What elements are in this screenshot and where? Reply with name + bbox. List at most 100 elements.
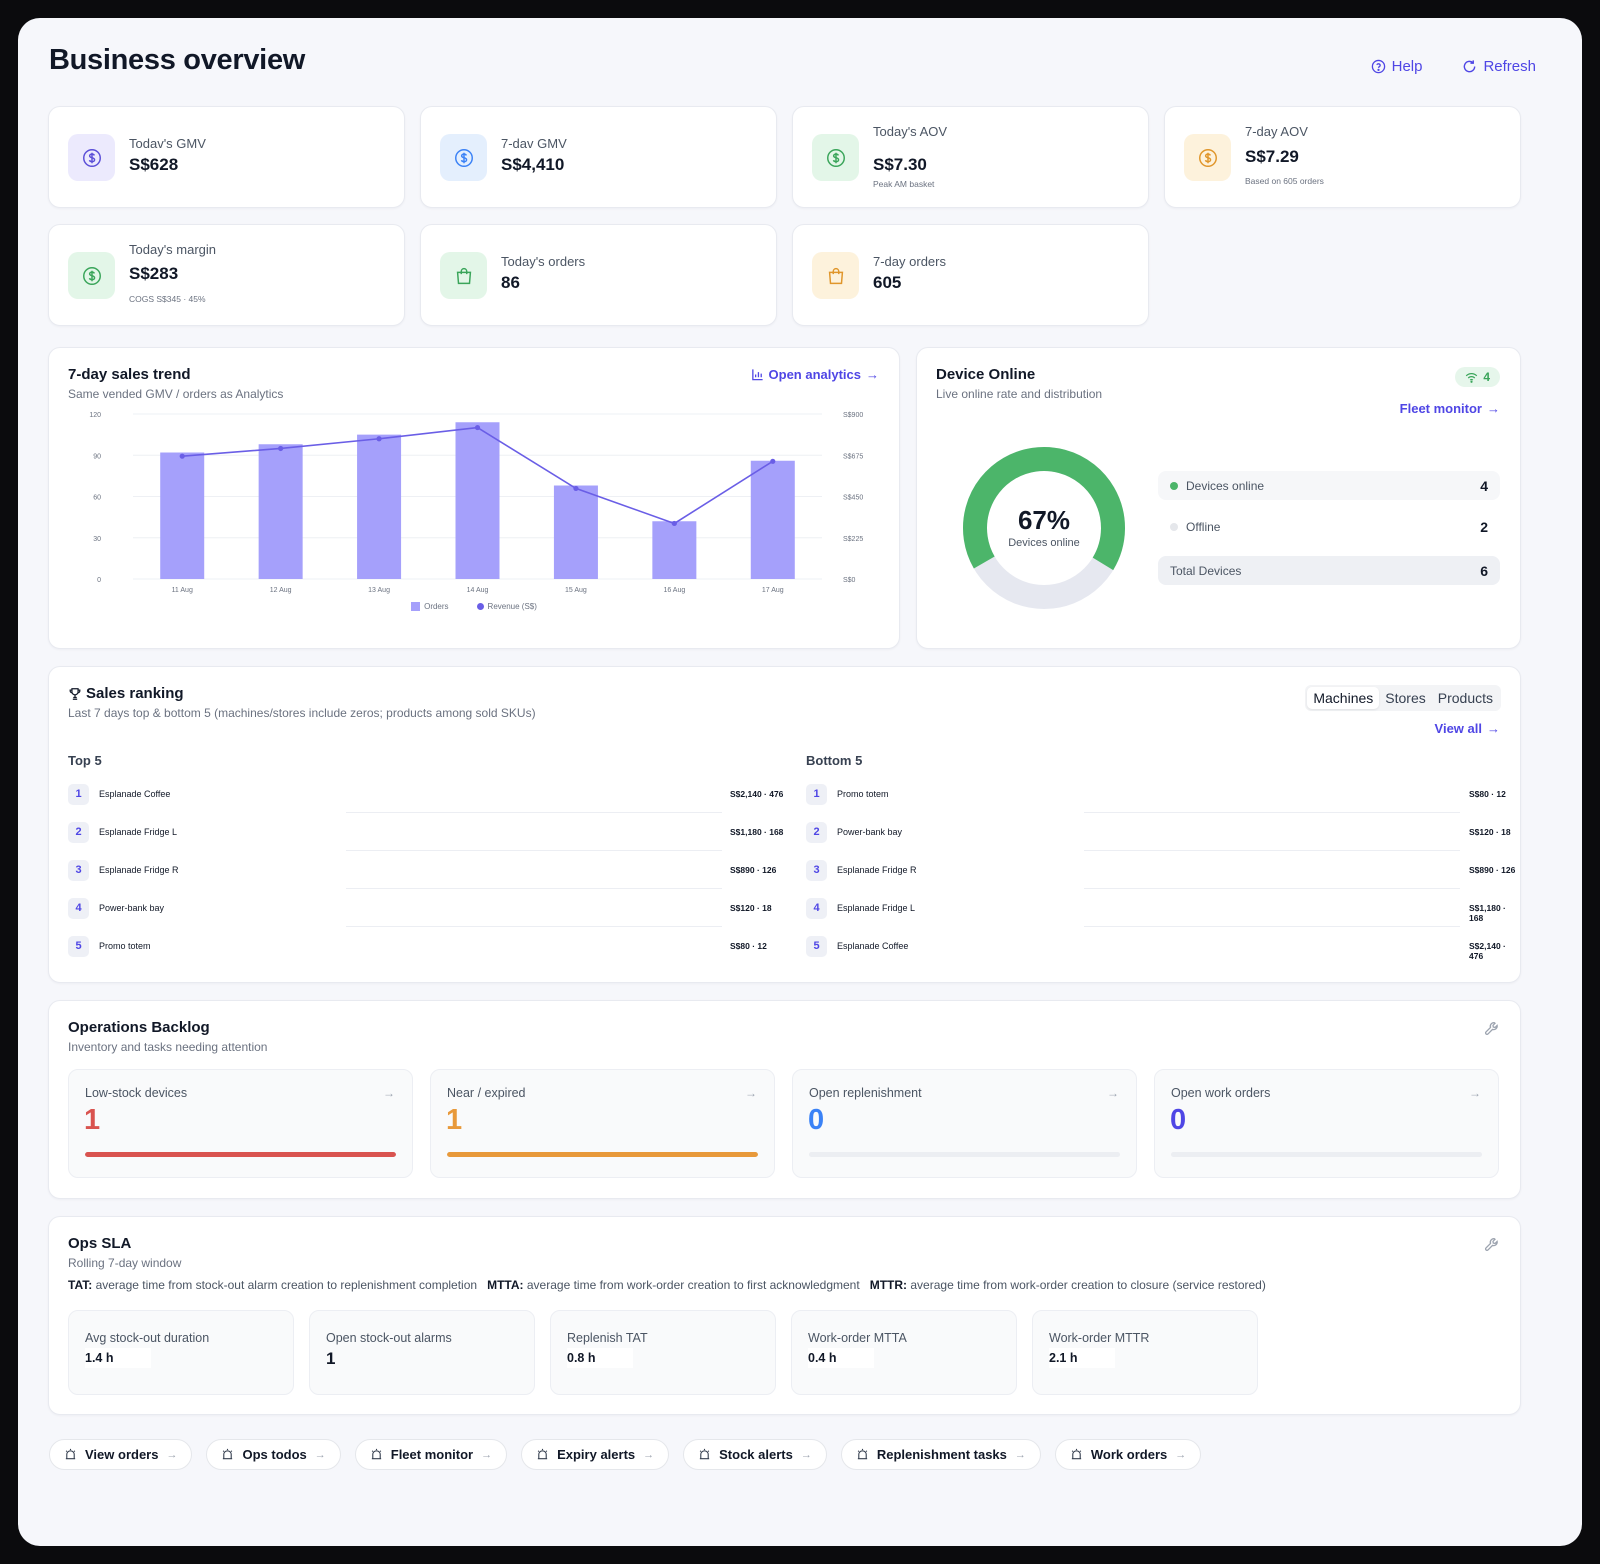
header-actions: Help Refresh (1371, 58, 1536, 75)
legend-orders-label: Orders (424, 602, 449, 611)
backlog-open-replenishment[interactable]: Open replenishment → 0 (792, 1069, 1137, 1178)
sales-ranking-card: Sales ranking Last 7 days top & bottom 5… (48, 666, 1521, 983)
backlog-bar (809, 1152, 1120, 1157)
legend-line-swatch (476, 603, 484, 610)
alarm-icon (857, 1448, 868, 1460)
rank-name: Esplanade Fridge L (99, 827, 178, 837)
refresh-button[interactable]: Refresh (1462, 58, 1536, 75)
quick-link-expiry-alerts[interactable]: Expiry alerts → (521, 1439, 670, 1470)
rank-value: S$2,140 · 476 (730, 789, 784, 799)
devices-offline-label: Offline (1186, 519, 1221, 534)
backlog-value: 1 (84, 1104, 101, 1136)
arrow-right-icon: → (745, 1086, 757, 1100)
list-item[interactable]: 2 Power-bank bay (806, 814, 902, 850)
alarm-icon (699, 1448, 710, 1460)
quick-links: View orders → Ops todos → Fleet monitor → E… (49, 1439, 1202, 1470)
list-item[interactable]: 2 Esplanade Fridge L (68, 814, 177, 850)
bar (455, 422, 500, 579)
sla-definitions: TAT: average time from stock-out alarm c… (68, 1278, 1266, 1292)
list-item[interactable]: 5 Promo totem (68, 928, 151, 964)
tab-machines[interactable]: Machines (1307, 687, 1380, 709)
list-item[interactable]: 5 Esplanade Coffee (806, 928, 908, 964)
shopping-bag-icon (440, 252, 487, 299)
quick-link-work-orders[interactable]: Work orders → (1054, 1439, 1202, 1470)
quick-link-label: Stock alerts (719, 1447, 793, 1462)
kpi-label: 7-day AOV (1245, 124, 1308, 139)
rank-value: S$1,180 · 168 (730, 827, 784, 837)
kpi-value: S$7.29 (1245, 147, 1299, 166)
kpi-card-today-aov: Today's AOV S$7.30 Peak AM basket (792, 106, 1149, 208)
kpi-label: Today's orders (501, 254, 586, 269)
offline-dot (1170, 522, 1178, 531)
arrow-right-icon: → (1469, 1086, 1481, 1100)
backlog-bar-fill (85, 1152, 396, 1157)
bar (553, 485, 598, 579)
sla-value: 1 (326, 1349, 336, 1368)
x-tick-label: 12 Aug (270, 587, 292, 594)
sla-replenish-tat: Replenish TAT 0.8 h (550, 1310, 776, 1395)
backlog-label: Open work orders (1171, 1086, 1271, 1100)
quick-link-fleet-monitor[interactable]: Fleet monitor → (354, 1439, 508, 1470)
list-item[interactable]: 3 Esplanade Fridge R (806, 852, 917, 888)
list-item[interactable]: 3 Esplanade Fridge R (68, 852, 179, 888)
view-all-label: View all (1434, 721, 1482, 736)
kpi-card-today-gmv: Todav's GMV S$628 (48, 106, 405, 208)
dollar-icon (440, 134, 487, 181)
fleet-monitor-link[interactable]: Fleet monitor → (1400, 401, 1500, 416)
rank-number: 4 (806, 897, 827, 919)
list-item[interactable]: 4 Esplanade Fridge L (806, 890, 915, 926)
backlog-value: 1 (446, 1104, 463, 1136)
arrow-right-icon: → (1175, 1448, 1187, 1461)
tab-stores[interactable]: Stores (1385, 690, 1426, 706)
list-item[interactable]: 1 Esplanade Coffee (68, 776, 170, 812)
wrench-icon (1484, 1238, 1498, 1251)
x-tick-label: 17 Aug (762, 587, 784, 594)
wifi-icon (1466, 372, 1478, 383)
backlog-title: Operations Backlog (68, 1019, 210, 1036)
online-badge-count: 4 (1483, 370, 1490, 384)
kpi-label: Today's margin (129, 242, 217, 257)
mttr-key: MTTR: (869, 1278, 908, 1292)
open-analytics-link[interactable]: Open analytics → (751, 367, 879, 382)
dollar-icon (812, 134, 859, 181)
view-all-link[interactable]: View all → (1435, 721, 1500, 736)
bar (750, 460, 795, 579)
divider (1084, 812, 1460, 813)
list-item[interactable]: 1 Promo totem (806, 776, 889, 812)
quick-link-ops-todos[interactable]: Ops todos → (206, 1439, 341, 1470)
x-tick-label: 16 Aug (663, 587, 685, 594)
backlog-open-work-orders[interactable]: Open work orders → 0 (1154, 1069, 1499, 1178)
alarm-icon (537, 1448, 548, 1460)
quick-link-label: Expiry alerts (557, 1447, 636, 1462)
tat-key: TAT: (68, 1278, 93, 1292)
arrow-right-icon: → (1487, 721, 1500, 736)
quick-link-stock-alerts[interactable]: Stock alerts → (683, 1439, 827, 1470)
sla-label: Replenish TAT (567, 1331, 648, 1345)
backlog-low-stock[interactable]: Low-stock devices → 1 (68, 1069, 413, 1178)
arrow-right-icon: → (800, 1448, 812, 1461)
ops-sla-card: Ops SLA Rolling 7-day window TAT: averag… (48, 1216, 1521, 1415)
help-button[interactable]: Help (1371, 58, 1422, 75)
legend-bar-swatch (411, 602, 421, 611)
ranking-tabs: Machines Stores Products (1305, 685, 1501, 711)
tab-products[interactable]: Products (1437, 690, 1493, 706)
alarm-icon (65, 1448, 76, 1460)
backlog-near-expired[interactable]: Near / expired → 1 (430, 1069, 775, 1178)
alarm-icon (371, 1448, 381, 1460)
quick-link-replenishment-tasks[interactable]: Replenishment tasks → (840, 1439, 1041, 1470)
quick-link-view-orders[interactable]: View orders → (49, 1439, 193, 1470)
y-right-tick-label: S$0 (843, 577, 856, 584)
kpi-card-today-orders: Today's orders 86 (420, 224, 777, 326)
tat-text: average time from stock-out alarm creati… (95, 1278, 478, 1292)
devices-online-label: Devices online (1186, 478, 1265, 493)
kpi-card-7day-aov: 7-day AOV S$7.29 Based on 605 orders (1164, 106, 1521, 208)
revenue-point (671, 520, 677, 527)
rank-name: Esplanade Fridge L (837, 903, 916, 913)
device-online-subtitle: Live online rate and distribution (936, 387, 1103, 401)
total-devices-row: Total Devices 6 (1158, 556, 1500, 585)
rank-number: 1 (806, 783, 827, 805)
sla-value: 0.8 h (567, 1348, 633, 1368)
refresh-label: Refresh (1483, 58, 1536, 75)
list-item[interactable]: 4 Power-bank bay (68, 890, 164, 926)
sla-value: 1.4 h (85, 1348, 151, 1368)
